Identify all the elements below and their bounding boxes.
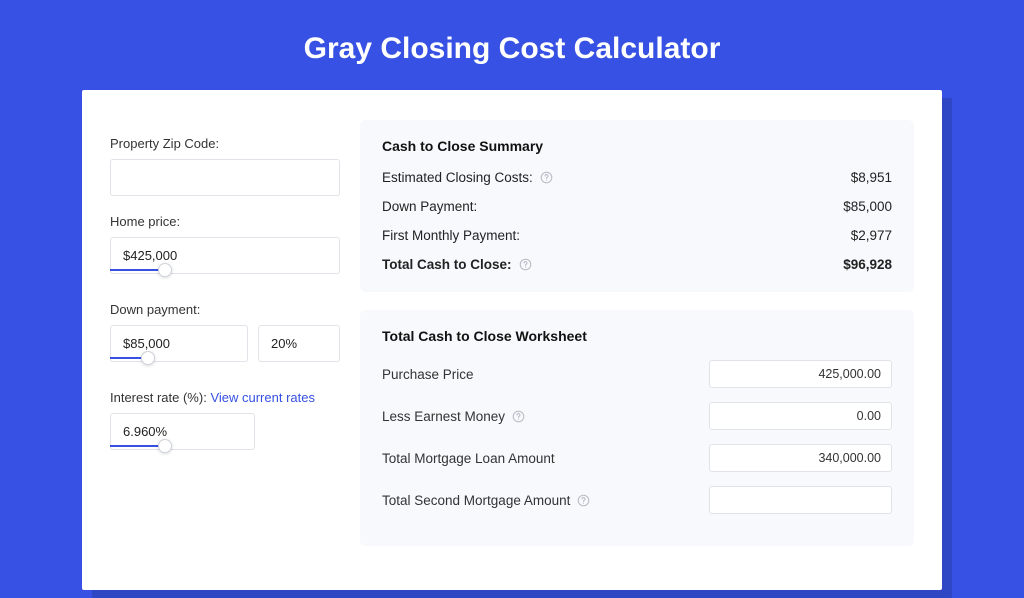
worksheet-title: Total Cash to Close Worksheet (382, 328, 892, 344)
help-icon[interactable] (577, 494, 590, 507)
summary-row-value: $8,951 (851, 170, 892, 185)
worksheet-row: Total Second Mortgage Amount (382, 486, 892, 514)
help-icon[interactable] (540, 171, 553, 184)
summary-total-label: Total Cash to Close: (382, 257, 512, 272)
summary-total-value: $96,928 (843, 257, 892, 272)
worksheet-row-label: Total Second Mortgage Amount (382, 493, 570, 508)
down-payment-pct-input[interactable] (258, 325, 340, 362)
down-payment-label: Down payment: (110, 302, 340, 317)
summary-row-label: Estimated Closing Costs: (382, 170, 533, 185)
worksheet-row-label: Less Earnest Money (382, 409, 505, 424)
down-payment-field: Down payment: (110, 302, 340, 372)
summary-row-label: First Monthly Payment: (382, 228, 520, 243)
summary-row: Estimated Closing Costs: $8,951 (382, 170, 892, 185)
home-price-field: Home price: (110, 214, 340, 284)
help-icon[interactable] (512, 410, 525, 423)
slider-thumb[interactable] (158, 263, 172, 277)
worksheet-row-input[interactable] (709, 360, 892, 388)
worksheet-row-input[interactable] (709, 486, 892, 514)
worksheet-row-input[interactable] (709, 402, 892, 430)
home-price-slider[interactable] (110, 270, 340, 284)
calculator-container: Property Zip Code: Home price: Down paym… (82, 90, 942, 590)
worksheet-row: Purchase Price (382, 360, 892, 388)
interest-rate-slider[interactable] (110, 446, 255, 460)
interest-rate-label-text: Interest rate (%): (110, 390, 207, 405)
summary-panel: Cash to Close Summary Estimated Closing … (360, 120, 914, 292)
worksheet-row-label: Total Mortgage Loan Amount (382, 451, 555, 466)
summary-row-value: $2,977 (851, 228, 892, 243)
worksheet-row: Less Earnest Money (382, 402, 892, 430)
summary-title: Cash to Close Summary (382, 138, 892, 154)
summary-row-value: $85,000 (843, 199, 892, 214)
down-payment-slider[interactable] (110, 358, 255, 372)
worksheet-panel: Total Cash to Close Worksheet Purchase P… (360, 310, 914, 546)
summary-total-row: Total Cash to Close: $96,928 (382, 257, 892, 272)
summary-row-label: Down Payment: (382, 199, 477, 214)
home-price-label: Home price: (110, 214, 340, 229)
calculator-card: Property Zip Code: Home price: Down paym… (82, 90, 942, 590)
interest-rate-field: Interest rate (%): View current rates (110, 390, 340, 460)
summary-row: Down Payment: $85,000 (382, 199, 892, 214)
inputs-column: Property Zip Code: Home price: Down paym… (110, 120, 340, 590)
zip-field: Property Zip Code: (110, 136, 340, 196)
results-column: Cash to Close Summary Estimated Closing … (360, 120, 914, 590)
slider-thumb[interactable] (141, 351, 155, 365)
help-icon[interactable] (519, 258, 532, 271)
page-title: Gray Closing Cost Calculator (0, 0, 1024, 90)
zip-input[interactable] (110, 159, 340, 196)
zip-label: Property Zip Code: (110, 136, 340, 151)
slider-thumb[interactable] (158, 439, 172, 453)
slider-track (110, 445, 165, 447)
worksheet-row-input[interactable] (709, 444, 892, 472)
worksheet-row: Total Mortgage Loan Amount (382, 444, 892, 472)
view-rates-link[interactable]: View current rates (210, 390, 315, 405)
worksheet-row-label: Purchase Price (382, 367, 474, 382)
slider-track (110, 269, 165, 271)
interest-rate-label: Interest rate (%): View current rates (110, 390, 340, 405)
summary-row: First Monthly Payment: $2,977 (382, 228, 892, 243)
